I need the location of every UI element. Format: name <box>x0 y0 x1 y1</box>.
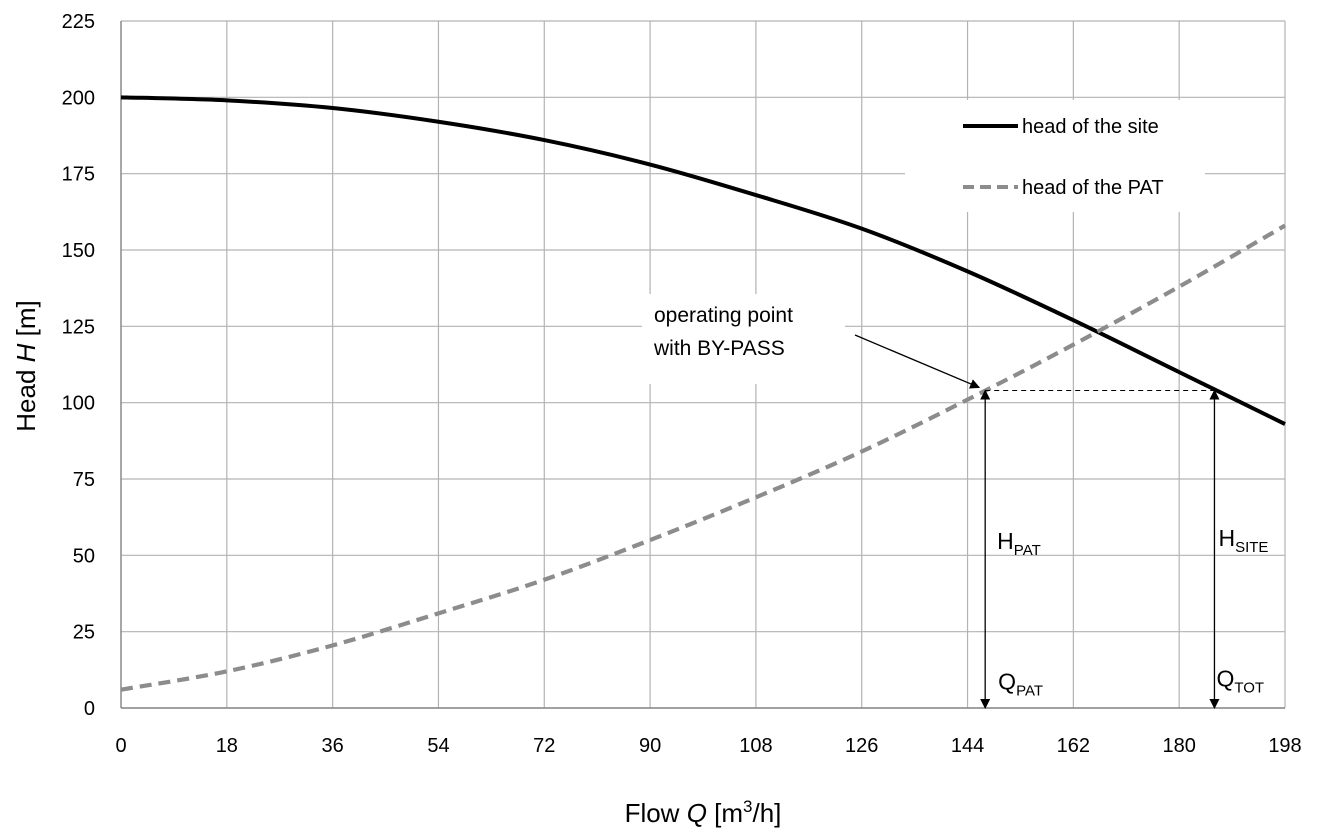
axes-labels: 0 18 36 54 72 90 108 126 144 162 180 198 0 25 50 75 100 1… <box>62 11 1302 757</box>
q-tot-label: QTOT <box>1216 666 1264 697</box>
x-tick-label: 18 <box>216 735 238 757</box>
y-tick-label: 225 <box>62 11 95 33</box>
x-tick-label: 108 <box>739 735 772 757</box>
legend-label-site: head of the site <box>1022 116 1159 138</box>
y-tick-label: 50 <box>73 545 95 567</box>
y-tick-label: 175 <box>62 164 95 186</box>
y-tick-label: 125 <box>62 316 95 338</box>
y-tick-label: 200 <box>62 87 95 109</box>
legend-label-pat: head of the PAT <box>1022 177 1164 199</box>
h-pat-label: HPAT <box>997 528 1041 559</box>
x-tick-label: 198 <box>1268 735 1301 757</box>
operating-point-pointer <box>854 334 981 389</box>
h-site-label: HSITE <box>1218 525 1268 556</box>
x-tick-label: 126 <box>845 735 878 757</box>
series-line-pat <box>120 223 1287 692</box>
series-line-site <box>120 95 1286 426</box>
y-tick-label: 150 <box>62 240 95 262</box>
legend-background <box>905 100 1205 212</box>
x-axis-title: Flow Q [m3/h] <box>625 797 782 828</box>
x-tick-label: 36 <box>322 735 344 757</box>
y-tick-label: 0 <box>84 698 95 720</box>
x-tick-label: 90 <box>639 735 661 757</box>
annotation-layer: operating point with BY-PASS HPAT HSITE QP… <box>642 294 1268 709</box>
x-tick-label: 72 <box>533 735 555 757</box>
x-tick-label: 0 <box>115 735 126 757</box>
x-tick-label: 180 <box>1162 735 1195 757</box>
y-tick-label: 75 <box>73 469 95 491</box>
y-tick-label: 25 <box>73 622 95 644</box>
x-tick-label: 144 <box>951 735 984 757</box>
y-axis-title: Head H [m] <box>11 300 41 432</box>
series-layer <box>120 95 1287 692</box>
q-pat-label: QPAT <box>998 669 1043 700</box>
legend: head of the site head of the PAT <box>905 100 1205 212</box>
operating-point-label-line1: operating point <box>654 304 793 327</box>
operating-point-label-line2: with BY-PASS <box>653 337 785 360</box>
x-tick-label: 162 <box>1057 735 1090 757</box>
x-tick-label: 54 <box>427 735 449 757</box>
annotation-background <box>642 294 845 384</box>
y-tick-label: 100 <box>62 393 95 415</box>
